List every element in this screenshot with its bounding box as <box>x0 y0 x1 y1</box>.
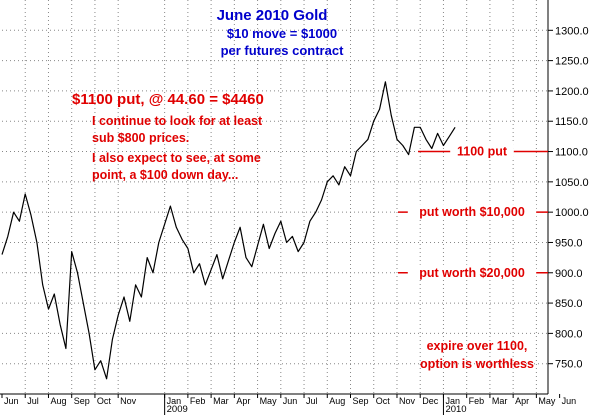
x-axis-ticks: Jun Jul Aug Sep Oct Nov Jan Feb Mar Apr May Jun Jul A… <box>1 394 577 415</box>
annotation-label-bg <box>407 264 537 280</box>
x-tick-label: Oct <box>376 396 391 406</box>
y-tick-label: 850.0 <box>555 298 583 310</box>
commentary-line-4: point, a $100 down day... <box>92 168 238 182</box>
y-tick-label: 1050.0 <box>555 177 589 189</box>
year-label: 2010 <box>445 404 466 415</box>
x-tick-label: Nov <box>399 396 416 406</box>
commentary-line-2: sub $800 prices. <box>92 131 189 145</box>
x-tick-label: Jul <box>27 396 39 406</box>
x-tick-label: Jun <box>283 396 298 406</box>
y-tick-label: 1150.0 <box>555 116 588 128</box>
x-tick-label: Jan <box>167 396 182 406</box>
footnote-line-1: expire over 1100, <box>427 339 528 353</box>
commentary-line-3: I also expect to see, at some <box>92 151 261 165</box>
annotation-label-bg <box>407 204 537 220</box>
x-tick-label: Mar <box>492 396 508 406</box>
x-tick-label: May <box>260 396 278 406</box>
y-tick-label: 1300.0 <box>555 25 589 37</box>
y-tick-label: 950.0 <box>555 237 583 249</box>
y-tick-label: 900.0 <box>555 268 583 280</box>
price-series <box>1 81 456 380</box>
x-tick-label: Jun <box>562 396 577 406</box>
chart-title: June 2010 Gold <box>217 7 328 24</box>
x-tick-label: May <box>538 396 556 406</box>
x-tick-label: Sep <box>74 396 90 406</box>
x-tick-label: Mar <box>213 396 229 406</box>
y-tick-label: 800.0 <box>555 328 583 340</box>
y-tick-label: 1200.0 <box>555 86 589 98</box>
chart-subtitle-line-2: per futures contract <box>221 43 344 58</box>
y-tick-label: 1100.0 <box>555 147 588 159</box>
x-tick-label: Aug <box>329 396 345 406</box>
annotation-label: put worth $20,000 <box>419 266 525 280</box>
x-tick-label: Dec <box>422 396 439 406</box>
x-tick-label: Apr <box>236 396 250 406</box>
year-label: 2009 <box>167 404 188 415</box>
y-axis-ticks: 750.0 800.0 850.0 900.0 950.0 1000.0 1050.0 110… <box>548 25 589 371</box>
chart-subtitle-line-1: $10 move = $1000 <box>227 26 337 41</box>
x-tick-label: Feb <box>469 396 485 406</box>
x-tick-label: Feb <box>190 396 206 406</box>
footnote-line-2: option is worthless <box>420 357 534 371</box>
y-tick-label: 750.0 <box>555 359 583 371</box>
x-tick-label: Jun <box>4 396 19 406</box>
annotation-label-bg <box>450 143 514 159</box>
x-tick-label: Oct <box>97 396 112 406</box>
x-tick-label: Nov <box>120 396 137 406</box>
x-tick-label: Sep <box>353 396 369 406</box>
grid-lines <box>2 0 548 394</box>
trade-headline: $1100 put, @ 44.60 = $4460 <box>72 91 264 108</box>
commentary-line-1: I continue to look for at least <box>92 114 263 128</box>
x-tick-label: Apr <box>515 396 529 406</box>
x-tick-label: Jul <box>306 396 318 406</box>
gold-price-line <box>1 81 456 380</box>
x-tick-label: Aug <box>50 396 66 406</box>
x-tick-label: Jan <box>445 396 460 406</box>
annotation-label: 1100 put <box>457 145 508 159</box>
annotation-label: put worth $10,000 <box>419 205 525 219</box>
y-tick-label: 1250.0 <box>555 56 589 68</box>
price-annotations: 1100 put put worth $10,000 put worth $20,0… <box>398 143 548 280</box>
y-tick-label: 1000.0 <box>555 207 589 219</box>
